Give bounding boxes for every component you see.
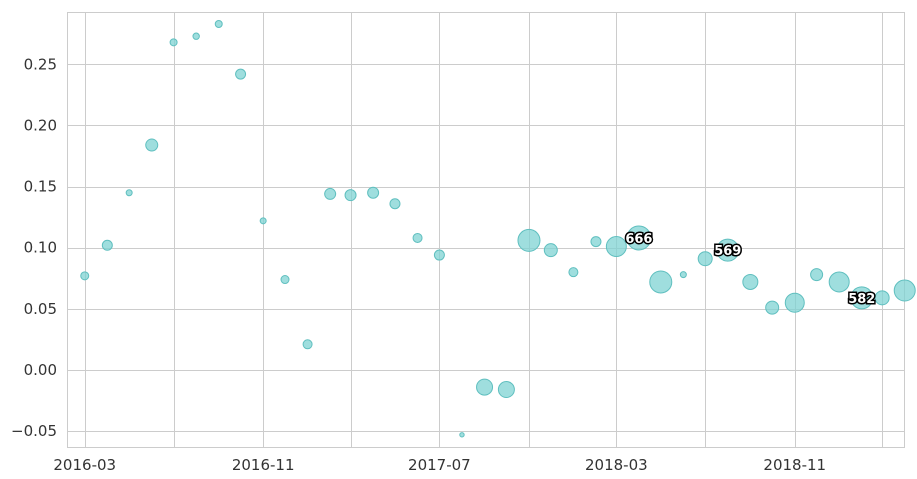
bubble-point (810, 268, 824, 282)
grid-layer (68, 13, 904, 447)
y-tick-labels: −0.05 0.00 0.05 0.10 0.15 0.20 0.25 (11, 55, 57, 440)
bubble-value-label: 569 (714, 244, 741, 259)
bubble-point (214, 20, 223, 29)
bubble-point (433, 249, 445, 261)
y-tick-label: 0.05 (24, 300, 57, 318)
bubble-point (344, 189, 357, 202)
bubble-point (169, 38, 178, 47)
bubble-point (101, 239, 113, 251)
x-tick-label: 2018-11 (763, 456, 826, 474)
y-tick-label: 0.20 (24, 116, 57, 134)
bubble-point (850, 286, 874, 310)
bubble-point (302, 339, 313, 350)
bubble-point (517, 228, 541, 252)
y-tick-label: 0.15 (24, 178, 57, 196)
x-tick-labels: 2016-03 2016-11 2017-07 2018-03 2018-11 (53, 456, 826, 474)
bubble-point (828, 271, 850, 293)
bubble-point (543, 243, 558, 258)
bubble-layer (80, 20, 916, 438)
bubble-value-label: 666 (625, 232, 652, 247)
y-tick-label: 0.10 (24, 239, 57, 257)
bubble-point (389, 198, 401, 210)
bubble-point (412, 232, 423, 243)
bubble-point (679, 271, 687, 279)
bubble-point (125, 189, 133, 197)
bubble-point (590, 236, 602, 248)
bubble-point (568, 267, 579, 278)
bubble-point (235, 68, 247, 80)
x-tick-label: 2017-07 (408, 456, 471, 474)
bubble-point (784, 292, 805, 313)
x-tick-label: 2016-03 (53, 456, 116, 474)
bubble-point (459, 432, 465, 438)
bubble-point (874, 290, 890, 306)
plot-frame (67, 12, 905, 448)
bubble-point (893, 279, 916, 302)
bubble-point (324, 187, 337, 200)
bubble-point (192, 32, 200, 40)
bubble-point (145, 138, 159, 152)
bubble-point (765, 300, 780, 315)
y-tick-label: −0.05 (11, 422, 57, 440)
bubble-point (476, 378, 494, 396)
bubble-point (80, 271, 90, 281)
bubble-point (605, 236, 627, 258)
x-tick-label: 2018-03 (585, 456, 648, 474)
y-tick-label: 0.00 (24, 361, 57, 379)
bubble-point (626, 225, 652, 251)
bubble-point (497, 381, 515, 399)
bubble-point (716, 238, 740, 262)
bubble-label-layer: 666 569 582 (624, 230, 877, 308)
bubble-point (280, 275, 290, 285)
bubble-point (742, 273, 759, 290)
bubble-point (367, 186, 380, 199)
y-tick-label: 0.25 (24, 55, 57, 73)
x-tick-label: 2016-11 (232, 456, 295, 474)
bubble-point (649, 270, 673, 294)
bubble-point (259, 217, 267, 225)
bubble-point (697, 251, 713, 267)
bubble-value-label: 582 (848, 292, 875, 307)
